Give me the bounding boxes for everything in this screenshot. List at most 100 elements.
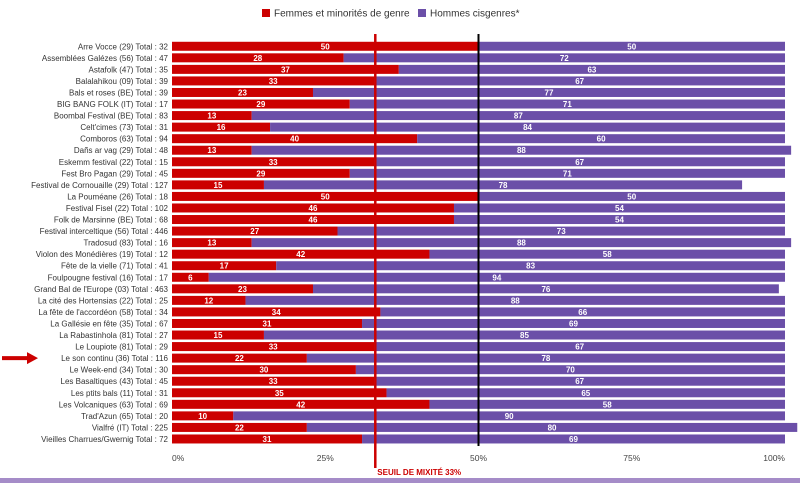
value-label-women: 29 bbox=[256, 169, 265, 178]
bar-men bbox=[478, 41, 785, 51]
bar-women bbox=[172, 399, 430, 409]
value-label-men: 54 bbox=[615, 216, 624, 225]
bar-women bbox=[172, 434, 363, 444]
value-label-men: 70 bbox=[566, 366, 575, 375]
bar-men bbox=[312, 87, 785, 97]
bar-women bbox=[172, 180, 264, 190]
value-label-women: 28 bbox=[253, 54, 262, 63]
bar-men bbox=[398, 64, 785, 74]
bar-women bbox=[172, 411, 234, 421]
category-labels: Arre Vocce (29) Total : 32 Assemblées Gal… bbox=[31, 42, 168, 444]
value-label-men: 63 bbox=[587, 65, 596, 74]
value-label-men: 60 bbox=[597, 135, 606, 144]
bar-men bbox=[306, 353, 785, 363]
value-label-men: 67 bbox=[575, 158, 584, 167]
bar-men bbox=[263, 180, 743, 190]
category-label: Astafolk (47) Total : 35 bbox=[89, 65, 169, 74]
value-label-men: 85 bbox=[520, 331, 529, 340]
bars bbox=[172, 41, 798, 444]
category-label: Festival interceltique (56) Total : 446 bbox=[40, 227, 169, 236]
value-label-women: 15 bbox=[214, 331, 223, 340]
bar-men bbox=[233, 411, 786, 421]
value-label-women: 12 bbox=[204, 296, 213, 305]
value-label-men: 66 bbox=[578, 308, 587, 317]
category-label: La Pouméane (26) Total : 18 bbox=[67, 192, 168, 201]
bar-women bbox=[172, 307, 381, 317]
value-label-men: 88 bbox=[511, 296, 520, 305]
category-label: Le Loupiote (81) Total : 29 bbox=[75, 343, 168, 352]
value-label-men: 72 bbox=[560, 54, 569, 63]
value-label-men: 84 bbox=[523, 123, 532, 132]
value-label-men: 65 bbox=[581, 389, 590, 398]
threshold-label: SEUIL DE MIXITÉ 33% bbox=[377, 468, 461, 477]
category-label: La cité des Hortensias (22) Total : 25 bbox=[38, 296, 169, 305]
value-label-women: 13 bbox=[207, 239, 216, 248]
bar-men bbox=[276, 261, 785, 271]
bar-men bbox=[343, 53, 785, 63]
highlight-arrow-shaft bbox=[2, 356, 28, 361]
highlight-arrow-head bbox=[27, 352, 38, 365]
bar-women bbox=[172, 295, 246, 305]
value-label-women: 42 bbox=[296, 250, 305, 259]
bar-women bbox=[172, 41, 479, 51]
category-label: Fête de la vielle (71) Total : 41 bbox=[61, 262, 169, 271]
value-labels: 50 50 28 72 37 63 33 67 23 77 29 71 13 87 16 84 40 60 13 88… bbox=[188, 42, 637, 444]
value-label-men: 67 bbox=[575, 77, 584, 86]
bar-women bbox=[172, 64, 399, 74]
value-label-men: 67 bbox=[575, 343, 584, 352]
highlight-arrow-icon bbox=[2, 352, 38, 365]
bar-women bbox=[172, 353, 307, 363]
value-label-women: 40 bbox=[290, 135, 299, 144]
value-label-women: 15 bbox=[214, 181, 223, 190]
bar-women bbox=[172, 53, 344, 63]
value-label-women: 30 bbox=[259, 366, 268, 375]
bar-women bbox=[172, 111, 252, 121]
value-label-men: 50 bbox=[627, 42, 636, 51]
category-label: Fest Bro Pagan (29) Total : 45 bbox=[61, 169, 168, 178]
value-label-men: 58 bbox=[603, 250, 612, 259]
value-label-women: 46 bbox=[309, 204, 318, 213]
x-tick-label: 25% bbox=[317, 453, 334, 463]
bar-men bbox=[374, 342, 785, 352]
bar-women bbox=[172, 342, 375, 352]
bar-men bbox=[355, 365, 785, 375]
bar-women bbox=[172, 388, 387, 398]
bar-women bbox=[172, 318, 363, 328]
legend: Femmes et minorités de genre Hommes cisge… bbox=[262, 9, 520, 20]
bar-women bbox=[172, 215, 454, 225]
value-label-men: 78 bbox=[541, 354, 550, 363]
bar-women bbox=[172, 191, 479, 201]
bar-men bbox=[380, 307, 785, 317]
bar-men bbox=[251, 145, 792, 155]
value-label-men: 94 bbox=[492, 273, 501, 282]
category-label: Les Volcaniques (63) Total : 69 bbox=[59, 400, 169, 409]
category-label: Balalahikou (09) Total : 39 bbox=[76, 77, 169, 86]
category-label: La fête de l'accordéon (58) Total : 34 bbox=[39, 308, 169, 317]
value-label-men: 54 bbox=[615, 204, 624, 213]
legend-label-women: Femmes et minorités de genre bbox=[274, 9, 410, 20]
bar-women bbox=[172, 203, 454, 213]
category-label: La Gallésie en fête (35) Total : 67 bbox=[50, 319, 168, 328]
bar-men bbox=[245, 295, 785, 305]
bar-men bbox=[453, 215, 785, 225]
bar-women bbox=[172, 261, 277, 271]
bar-women bbox=[172, 99, 350, 109]
category-label: Tradosud (83) Total : 16 bbox=[84, 239, 169, 248]
value-label-women: 23 bbox=[238, 285, 247, 294]
bar-women bbox=[172, 238, 252, 248]
value-label-men: 90 bbox=[505, 412, 514, 421]
value-label-men: 69 bbox=[569, 435, 578, 444]
bar-women bbox=[172, 284, 313, 294]
bar-men bbox=[337, 226, 785, 236]
category-label: Foulpougne festival (16) Total : 17 bbox=[48, 273, 169, 282]
bar-women bbox=[172, 422, 307, 432]
bar-men bbox=[312, 284, 779, 294]
bar-men bbox=[251, 111, 785, 121]
bar-women bbox=[172, 145, 252, 155]
value-label-women: 34 bbox=[272, 308, 281, 317]
value-label-men: 88 bbox=[517, 239, 526, 248]
decorations bbox=[0, 352, 800, 483]
bar-men bbox=[478, 191, 785, 201]
bar-men bbox=[386, 388, 785, 398]
